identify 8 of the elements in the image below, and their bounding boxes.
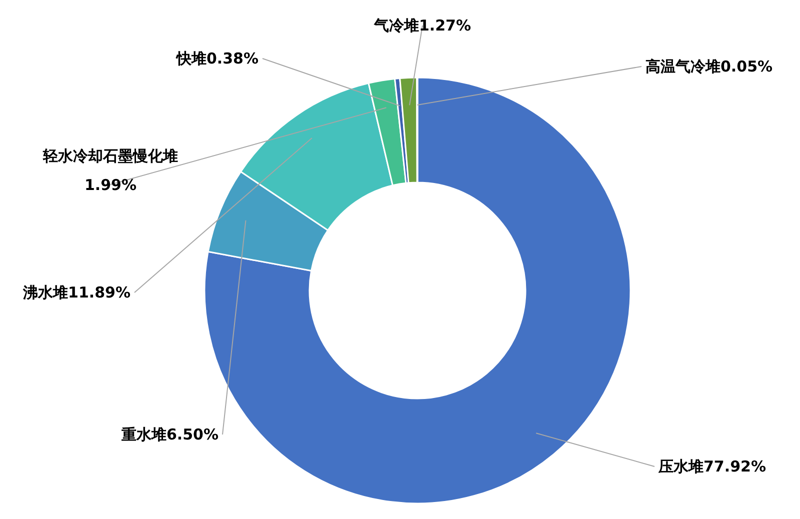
data-label: 1.99%	[84, 176, 137, 194]
slice-label: 重水堆6.50%	[120, 426, 219, 444]
slice-label: 轻水冷却石墨慢化堆	[42, 147, 178, 166]
slice-label: 压水堆77.92%	[658, 458, 766, 476]
slice-label: 高温气冷堆0.05%	[646, 58, 773, 76]
slice-label: 沸水堆11.89%	[22, 284, 131, 302]
slice-label: 气冷堆1.27%	[372, 16, 472, 34]
slice-label: 快堆0.38%	[175, 50, 259, 68]
